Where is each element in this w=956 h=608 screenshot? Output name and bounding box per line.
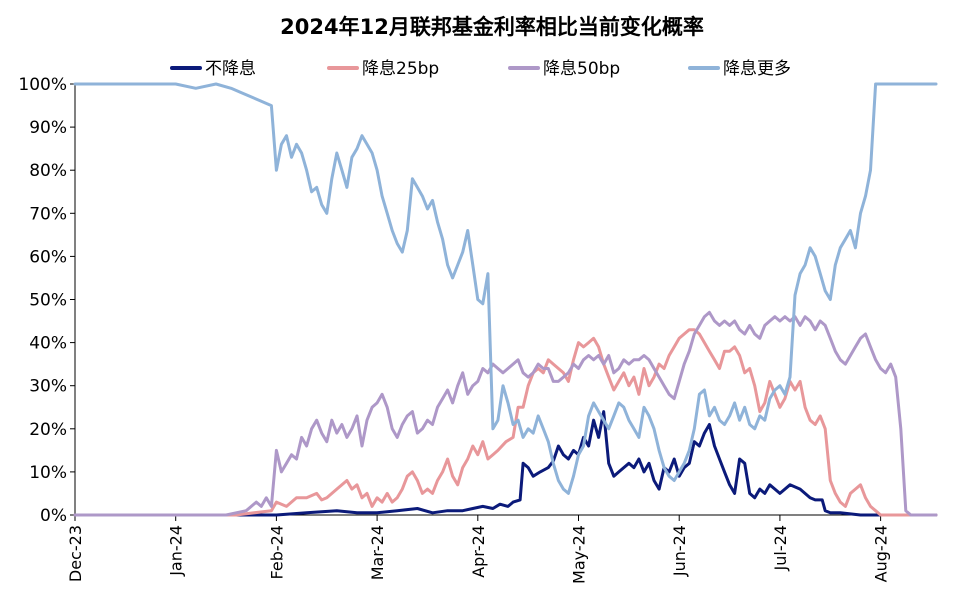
x-tick-label: Aug-24	[872, 525, 891, 582]
y-tick-label: 90%	[29, 118, 67, 138]
plot-lines	[73, 82, 938, 517]
y-tick-label: 30%	[29, 377, 67, 397]
y-tick-label: 100%	[18, 75, 67, 95]
series-line-1	[73, 410, 938, 517]
x-tick-label: Jul-24	[771, 525, 790, 571]
x-tick-label: Jan-24	[167, 525, 186, 577]
legend-label-4: 降息更多	[723, 59, 791, 79]
y-tick-label: 10%	[29, 463, 67, 483]
legend-label-2: 降息25bp	[362, 59, 439, 79]
legend-label-1: 不降息	[205, 59, 256, 79]
y-tick-label: 50%	[29, 291, 67, 311]
y-axis: 0% 10% 20% 30% 40% 50% 60% 70% 80% 90% 100%	[18, 75, 76, 526]
legend: 不降息 降息25bp 降息50bp 降息更多	[170, 59, 791, 79]
y-tick-label: 60%	[29, 247, 67, 267]
x-tick-label: Mar-24	[368, 525, 387, 580]
x-tick-label: Apr-24	[469, 525, 488, 578]
y-tick-label: 0%	[40, 506, 67, 526]
chart-title: 2024年12月联邦基金利率相比当前变化概率	[280, 15, 704, 39]
x-tick-label: Dec-23	[66, 525, 85, 582]
y-tick-label: 70%	[29, 204, 67, 224]
y-tick-label: 20%	[29, 420, 67, 440]
x-tick-label: May-24	[570, 525, 589, 584]
series-line-3	[73, 310, 938, 517]
series-line-4	[73, 82, 938, 495]
y-tick-label: 80%	[29, 161, 67, 181]
x-tick-label: Jun-24	[670, 525, 689, 577]
x-axis: Dec-23 Jan-24 Feb-24 Mar-24 Apr-24 May-24 Jun-…	[66, 514, 936, 584]
series-line-2	[73, 328, 938, 517]
legend-label-3: 降息50bp	[543, 59, 620, 79]
x-tick-label: Feb-24	[267, 525, 286, 579]
y-tick-label: 40%	[29, 334, 67, 354]
